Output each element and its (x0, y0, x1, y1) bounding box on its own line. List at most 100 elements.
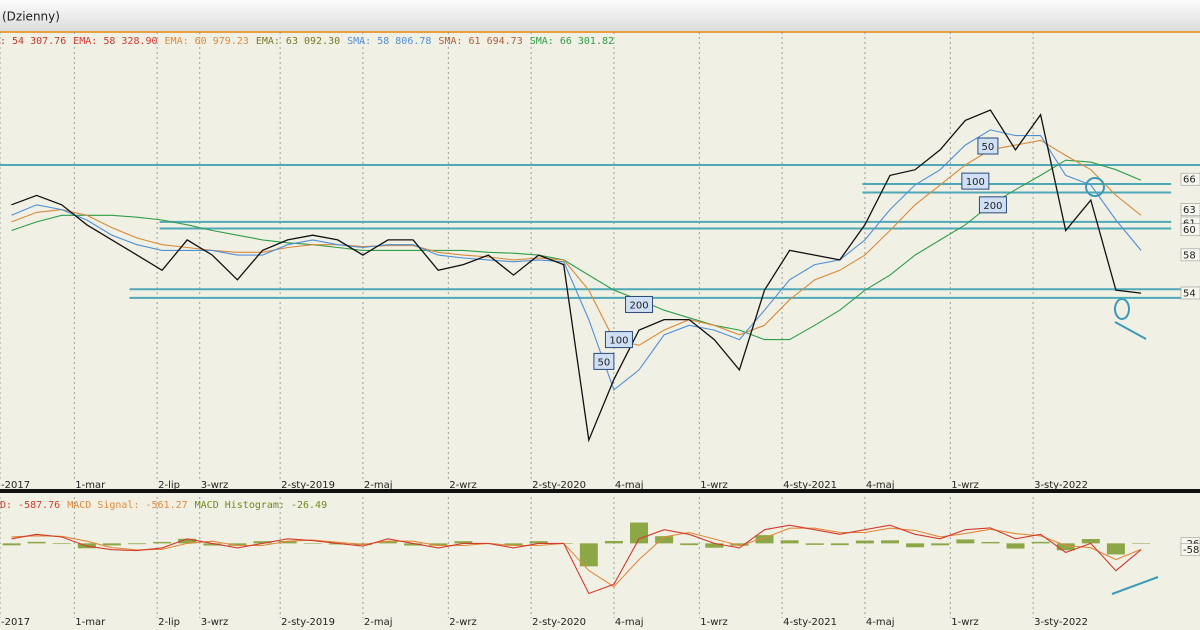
histogram-bar (830, 543, 849, 546)
value-badge-label: 66 (1183, 175, 1196, 186)
x-tick-label: 1-wrz (951, 480, 979, 491)
annotation-box (625, 295, 654, 313)
histogram-bar (379, 540, 398, 544)
x-tick-label: 1-mar (75, 480, 106, 491)
value-badge-label: -58 (1183, 545, 1199, 556)
histogram-bar (981, 541, 1000, 544)
value-badge (1180, 248, 1200, 262)
histogram-bar (680, 543, 699, 546)
histogram-bar (1031, 541, 1050, 544)
histogram-bar (805, 543, 824, 545)
annotation-label: 200 (983, 201, 1002, 212)
histogram-bar (881, 540, 900, 544)
x-tick-label: 3-wrz (201, 480, 229, 491)
histogram-bar (604, 540, 623, 544)
histogram-bar (278, 540, 297, 544)
x-tick-label: 3-wrz (201, 617, 229, 628)
histogram-bar (1006, 543, 1025, 549)
x-tick-label: 4-sty-2021 (783, 480, 837, 491)
series-line (11, 159, 1142, 341)
annotation-label: 50 (598, 357, 611, 368)
legend-entry: D: -587.76 (0, 500, 61, 511)
value-badge-label: 58 (1183, 250, 1196, 261)
annotation-box (961, 172, 990, 190)
x-tick-label: 4-maj (866, 617, 895, 628)
x-tick-label: 1-mar (75, 617, 106, 628)
x-tick-label: 2-lip (158, 617, 180, 628)
histogram-bar (1081, 539, 1100, 544)
series-line (11, 524, 1142, 595)
histogram-bar (228, 543, 247, 546)
histogram-bar (1106, 543, 1125, 555)
histogram-bar (705, 543, 724, 548)
histogram-bar (429, 543, 448, 546)
indicator-legend: : 54 307.76 EMA: 58 328.90 EMA: 60 979.23 E… (0, 36, 621, 47)
legend-entry: SMA: 66 301.82 (529, 36, 615, 47)
x-tick-label: 3-sty-2022 (1034, 617, 1088, 628)
legend-entry: SMA: 58 806.78 (347, 36, 432, 47)
histogram-bar (253, 541, 272, 544)
annotation-box (604, 331, 633, 349)
x-tick-label: 2-maj (364, 617, 393, 628)
histogram-bar (128, 543, 147, 545)
histogram-bar (52, 543, 71, 545)
histogram-bar (504, 543, 523, 546)
histogram-bar (102, 543, 121, 546)
x-tick-label: 4-sty-2021 (783, 617, 837, 628)
highlight-circle (1085, 177, 1105, 197)
annotation-box (977, 137, 999, 155)
value-badge (1180, 543, 1200, 557)
legend-entry: EMA: 63 092.30 (255, 36, 341, 47)
x-tick-label: 2-sty-2020 (532, 617, 586, 628)
window-title: (Dzienny) (2, 10, 60, 24)
histogram-bar (780, 540, 799, 544)
x-tick-label: 4-maj (615, 617, 644, 628)
histogram-bar (404, 543, 423, 546)
histogram-bar (1132, 543, 1151, 544)
value-badge-label: 54 (1183, 288, 1196, 299)
histogram-bar (178, 538, 197, 544)
x-tick-label: -2017 (1, 617, 30, 628)
histogram-bar (2, 543, 21, 546)
x-tick-label: 2-sty-2019 (281, 480, 335, 491)
annotation-label: 50 (982, 142, 995, 153)
histogram-bar (454, 541, 473, 544)
annotation-label: 100 (609, 336, 628, 347)
value-badge (1180, 286, 1200, 300)
histogram-bar (956, 539, 975, 544)
x-tick-label: 2-sty-2019 (281, 617, 335, 628)
value-badge (1180, 223, 1200, 236)
annotation-label: 200 (629, 300, 648, 311)
annotation-box (978, 196, 1007, 214)
x-tick-label: 3-sty-2022 (1034, 480, 1088, 491)
trend-line (1111, 576, 1159, 595)
legend-entry: : 54 307.76 (0, 36, 67, 47)
x-tick-label: 1-wrz (951, 617, 979, 628)
x-tick-label: 2-lip (158, 480, 180, 491)
x-tick-label: 1-wrz (700, 480, 728, 491)
value-badge-label: 63 (1183, 205, 1196, 216)
histogram-bar (906, 543, 925, 548)
series-line (11, 109, 1142, 443)
histogram-bar (755, 535, 774, 544)
x-tick-label: 1-wrz (700, 617, 728, 628)
series-line (11, 129, 1142, 391)
title-bar (0, 0, 1200, 32)
value-badge (1180, 203, 1200, 216)
highlight-circle (1114, 298, 1130, 320)
x-tick-label: 4-maj (866, 480, 895, 491)
x-tick-label: 4-maj (615, 480, 644, 491)
legend-entry: EMA: 58 328.90 (73, 36, 158, 47)
value-badge (1180, 172, 1200, 186)
histogram-bar (1056, 543, 1075, 551)
panel-separator (0, 489, 1200, 493)
series-line (11, 527, 1142, 588)
trend-line (1114, 321, 1147, 340)
value-badge-label: 60 (1183, 225, 1196, 236)
histogram-bar (203, 543, 222, 546)
x-tick-label: 2-wrz (449, 480, 477, 491)
histogram-bar (931, 543, 950, 546)
series-line (11, 139, 1142, 346)
